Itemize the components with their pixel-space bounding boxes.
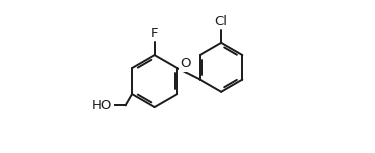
Text: O: O — [180, 58, 190, 71]
Text: F: F — [151, 27, 158, 40]
Text: HO: HO — [92, 99, 112, 112]
Text: Cl: Cl — [214, 15, 228, 28]
